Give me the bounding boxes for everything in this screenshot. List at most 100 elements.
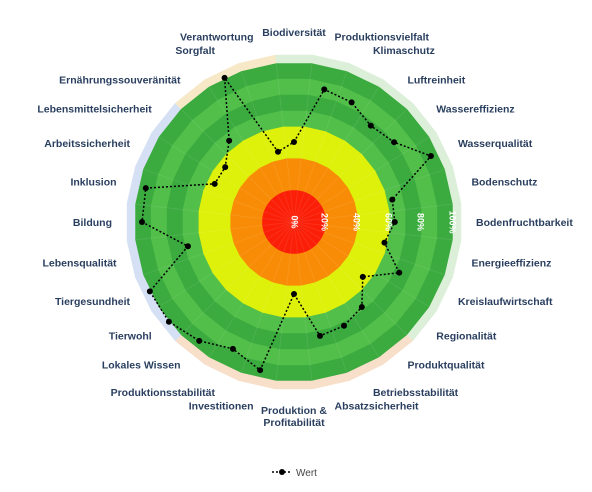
data-point[interactable]	[139, 219, 145, 225]
radial-tick-labels: 0% 20% 40% 60% 80% 100%	[290, 210, 458, 233]
category-label: Inklusion	[70, 177, 116, 189]
category-label: Kreislaufwirtschaft	[458, 296, 553, 308]
data-point[interactable]	[396, 269, 403, 276]
data-point[interactable]	[359, 273, 366, 280]
spoke-16	[240, 221, 295, 374]
tick-label: 0%	[290, 215, 300, 228]
category-label: Biodiversität	[262, 27, 326, 39]
data-point[interactable]	[226, 137, 233, 144]
data-point[interactable]	[274, 148, 281, 155]
tick-label: 20%	[320, 213, 330, 231]
data-point[interactable]	[358, 304, 365, 311]
spoke-12	[293, 221, 380, 358]
category-label: Sorgfalt	[175, 45, 215, 57]
data-point[interactable]	[291, 291, 297, 297]
tick-label: 100%	[448, 210, 458, 233]
tick-label: 60%	[384, 213, 394, 231]
category-label: Wassereffizienz	[436, 104, 514, 116]
spoke-10	[293, 221, 430, 308]
angular-grid	[134, 62, 454, 382]
spoke-25	[180, 108, 295, 223]
category-label: Tiergesundheit	[55, 296, 131, 308]
category-label: Verantwortung	[180, 32, 254, 44]
ring-segment-21	[126, 202, 136, 242]
category-label: Absatzsicherheit	[335, 400, 420, 412]
spoke-3	[293, 86, 380, 223]
ring-segment-0	[274, 54, 314, 64]
data-point[interactable]	[184, 243, 191, 250]
category-label: Investitionen	[189, 400, 254, 412]
category-label: Produktionsstabilität	[111, 387, 216, 399]
spoke-19	[158, 221, 295, 308]
spoke-7	[293, 203, 454, 223]
spoke-21	[134, 221, 295, 241]
category-label: Tierwohl	[109, 330, 152, 342]
tick-label: 40%	[352, 213, 362, 231]
zone-0-20	[262, 190, 326, 254]
data-point[interactable]	[321, 86, 328, 93]
spoke-4	[293, 108, 408, 223]
category-label: Lebensqualität	[42, 258, 117, 270]
legend-marker	[279, 469, 285, 475]
data-point[interactable]	[229, 345, 236, 352]
category-label: Energieeffizienz	[471, 258, 551, 270]
spoke-18	[180, 221, 295, 336]
data-point[interactable]	[211, 180, 218, 187]
data-point[interactable]	[348, 99, 355, 106]
category-label: Wasserqualität	[458, 138, 533, 150]
data-point[interactable]	[389, 196, 396, 203]
data-point[interactable]	[340, 322, 347, 329]
spoke-15	[275, 221, 295, 382]
data-point[interactable]	[146, 288, 153, 295]
data-point[interactable]	[196, 337, 203, 344]
spoke-17	[208, 221, 295, 358]
spoke-20	[142, 221, 295, 276]
category-label: Produktionsvielfalt	[335, 32, 430, 44]
tick-label: 80%	[416, 213, 426, 231]
data-point[interactable]	[222, 164, 229, 171]
data-point[interactable]	[391, 219, 398, 225]
legend[interactable]: Wert	[272, 468, 317, 479]
data-point[interactable]	[316, 332, 323, 339]
category-label: Bildung	[73, 217, 112, 229]
data-point[interactable]	[427, 153, 434, 160]
spoke-23	[142, 168, 295, 223]
spoke-22	[134, 203, 295, 223]
category-labels: Biodiversität ProduktionsvielfaltKlimasch…	[37, 27, 573, 429]
category-label: Lebensmittelsicherheit	[37, 104, 152, 116]
category-label: Luftreinheit	[407, 75, 465, 87]
data-point[interactable]	[391, 139, 398, 146]
ring-segment-14	[274, 380, 314, 390]
spoke-0	[275, 62, 295, 223]
data-point[interactable]	[221, 74, 228, 81]
category-label: Produktqualität	[407, 359, 485, 371]
data-point[interactable]	[142, 185, 149, 192]
legend-label: Wert	[296, 468, 317, 479]
data-point[interactable]	[257, 367, 264, 374]
spoke-6	[293, 168, 446, 223]
spoke-13	[293, 221, 348, 374]
outer-category-ring	[126, 54, 462, 390]
category-label: Lokales Wissen	[102, 359, 181, 371]
category-label: Produktion & Profitabilität	[261, 405, 327, 429]
category-label: Ernährungssouveränität	[59, 75, 181, 87]
spoke-11	[293, 221, 408, 336]
spoke-1	[293, 62, 313, 223]
spoke-27	[240, 70, 295, 223]
background-zones	[135, 63, 453, 381]
category-label: Bodenschutz	[471, 177, 537, 189]
data-point[interactable]	[165, 318, 172, 325]
ring-segment-27	[238, 54, 277, 72]
series-points-layer	[139, 74, 434, 374]
data-point[interactable]	[367, 122, 374, 129]
data-point[interactable]	[381, 239, 388, 246]
spoke-26	[208, 86, 295, 223]
data-point[interactable]	[291, 139, 297, 145]
category-label: Arbeitssicherheit	[44, 138, 130, 150]
spoke-5	[293, 136, 430, 223]
category-label: Regionalität	[436, 330, 497, 342]
category-label: Betriebsstabilität	[373, 387, 459, 399]
spoke-8	[293, 221, 454, 241]
spoke-9	[293, 221, 446, 276]
